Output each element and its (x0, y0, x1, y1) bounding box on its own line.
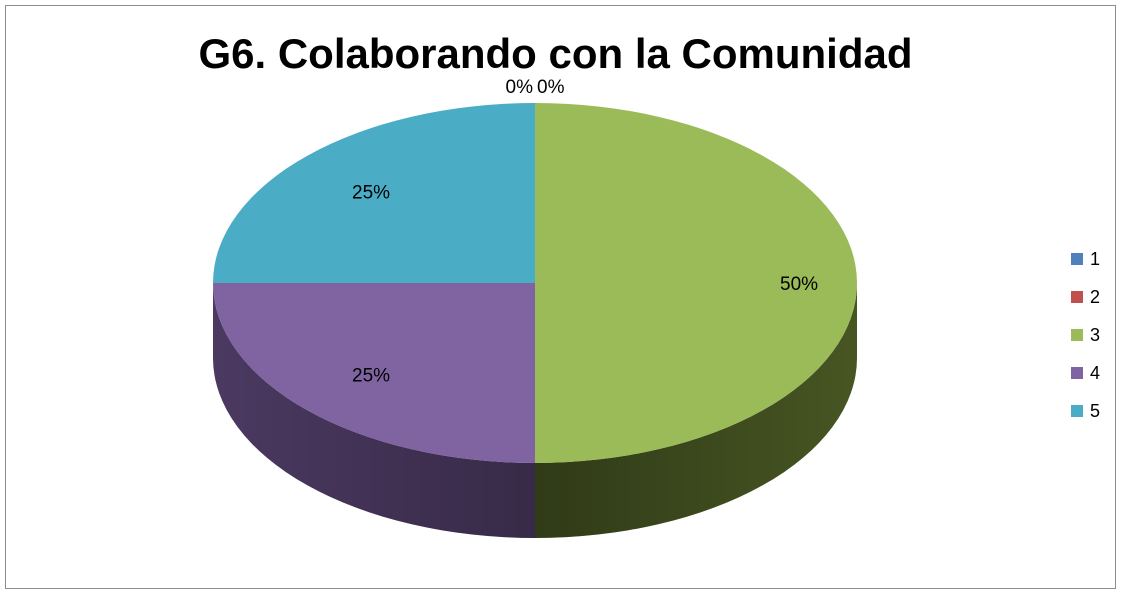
legend-label-1: 1 (1090, 248, 1101, 269)
pie-side-shade-3 (535, 283, 857, 538)
pie-slice-4 (213, 283, 535, 463)
chart-title: G6. Colaborando con la Comunidad (198, 30, 913, 77)
pie-slice-3 (535, 103, 857, 463)
legend-swatch-2 (1071, 291, 1083, 303)
pie-slice-5 (213, 103, 535, 283)
legend-item-5: 5 (1071, 392, 1100, 430)
legend-item-4: 4 (1071, 354, 1100, 392)
legend-swatch-1 (1071, 253, 1083, 265)
data-label-2: 0% (537, 77, 565, 98)
legend: 1 2 3 4 5 (1071, 240, 1100, 430)
legend-swatch-4 (1071, 367, 1083, 379)
data-label-1: 0% (506, 77, 534, 98)
legend-item-3: 3 (1071, 316, 1100, 354)
data-label-5: 25% (352, 182, 390, 203)
pie-side-shade-4 (213, 283, 535, 538)
legend-label-2: 2 (1090, 286, 1101, 307)
legend-item-2: 2 (1071, 278, 1100, 316)
legend-swatch-3 (1071, 329, 1083, 341)
legend-item-1: 1 (1071, 240, 1100, 278)
legend-label-3: 3 (1090, 324, 1101, 345)
legend-label-5: 5 (1090, 400, 1101, 421)
legend-label-4: 4 (1090, 362, 1101, 383)
data-label-3: 50% (780, 274, 818, 295)
legend-swatch-5 (1071, 405, 1083, 417)
data-label-4: 25% (352, 366, 390, 387)
